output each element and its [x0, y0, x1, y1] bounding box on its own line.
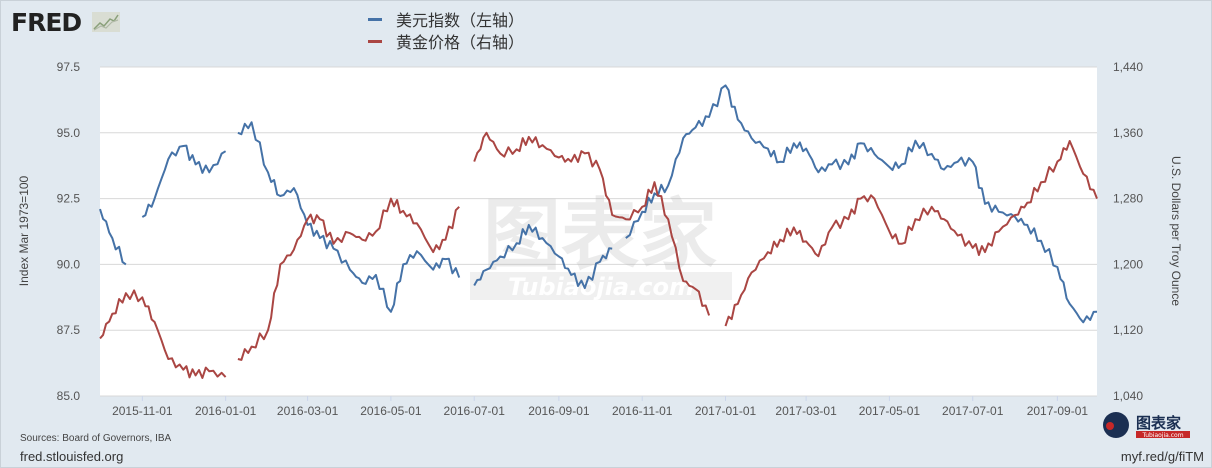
- y-tick-left: 97.5: [57, 60, 81, 74]
- y-axis-right-title: U.S. Dollars per Troy Ounce: [1169, 156, 1183, 306]
- series-line: [237, 197, 460, 361]
- y-tick-right: 1,440: [1113, 60, 1143, 74]
- y-axis-right: 1,040 1,120 1,200 1,280 1,360 1,440: [1113, 60, 1143, 403]
- x-tick: 2017-09-01: [1027, 404, 1089, 418]
- series-line: [473, 131, 711, 316]
- y-tick-right: 1,280: [1113, 192, 1143, 206]
- x-tick: 2017-05-01: [859, 404, 921, 418]
- series-lines: [99, 84, 1098, 379]
- legend-item-dollar-index[interactable]: 美元指数（左轴）: [368, 8, 524, 30]
- x-tick: 2016-07-01: [444, 404, 506, 418]
- watermark-cn: 图表家: [483, 191, 717, 281]
- series-line: [625, 84, 1098, 324]
- y-tick-left: 95.0: [57, 126, 81, 140]
- x-tick: 2017-07-01: [942, 404, 1004, 418]
- y-tick-right: 1,120: [1113, 323, 1143, 337]
- y-tick-left: 92.5: [57, 192, 81, 206]
- legend-swatch-red: [368, 39, 382, 43]
- tubiaojia-badge: 图表家 Tubiaojia.com: [1103, 412, 1190, 439]
- series-line: [724, 140, 1098, 327]
- legend-item-gold-price[interactable]: 黄金价格（右轴）: [368, 30, 524, 52]
- series-line: [473, 223, 613, 290]
- y-tick-left: 87.5: [57, 323, 81, 337]
- y-tick-right: 1,040: [1113, 389, 1143, 403]
- x-tick: 2016-05-01: [360, 404, 422, 418]
- site-link[interactable]: fred.stlouisfed.org: [20, 449, 124, 464]
- x-tick: 2017-03-01: [775, 404, 837, 418]
- chart-legend: 美元指数（左轴） 黄金价格（右轴）: [368, 8, 524, 52]
- watermark-en: Tubiaojia.com: [508, 273, 694, 301]
- series-line: [141, 144, 227, 218]
- y-axis-left-title: Index Mar 1973=100: [17, 175, 31, 286]
- y-axis-left: 85.0 87.5 90.0 92.5 95.0 97.5: [57, 60, 81, 403]
- line-chart-icon: [92, 12, 120, 32]
- legend-label: 黄金价格（右轴）: [396, 35, 525, 52]
- x-tick: 2015-11-01: [112, 404, 173, 418]
- plot-area: [100, 67, 1097, 396]
- source-note: Sources: Board of Governors, IBA: [20, 433, 172, 444]
- series-line: [237, 121, 461, 313]
- y-tick-right: 1,200: [1113, 257, 1143, 271]
- x-axis: 2015-11-01 2016-01-01 2016-03-01 2016-05-01…: [112, 396, 1088, 418]
- gridlines: [100, 66, 1097, 397]
- legend-swatch-blue: [368, 17, 382, 21]
- x-tick: 2017-01-01: [695, 404, 757, 418]
- x-tick: 2016-03-01: [277, 404, 339, 418]
- series-line: [99, 208, 127, 266]
- svg-text:Tubiaojia.com: Tubiaojia.com: [1141, 432, 1183, 439]
- y-tick-right: 1,360: [1113, 126, 1143, 140]
- series-line: [99, 289, 227, 379]
- legend-label: 美元指数（左轴）: [396, 13, 525, 30]
- svg-text:图表家: 图表家: [1136, 414, 1181, 432]
- badge-head-icon: [1103, 412, 1129, 438]
- x-tick: 2016-01-01: [195, 404, 257, 418]
- short-url-link[interactable]: myf.red/g/fiTM: [1120, 449, 1204, 464]
- x-tick: 2016-09-01: [528, 404, 590, 418]
- y-tick-left: 85.0: [57, 389, 81, 403]
- y-tick-left: 90.0: [57, 257, 81, 271]
- fred-logo[interactable]: FRED: [11, 8, 82, 37]
- x-tick: 2016-11-01: [612, 404, 673, 418]
